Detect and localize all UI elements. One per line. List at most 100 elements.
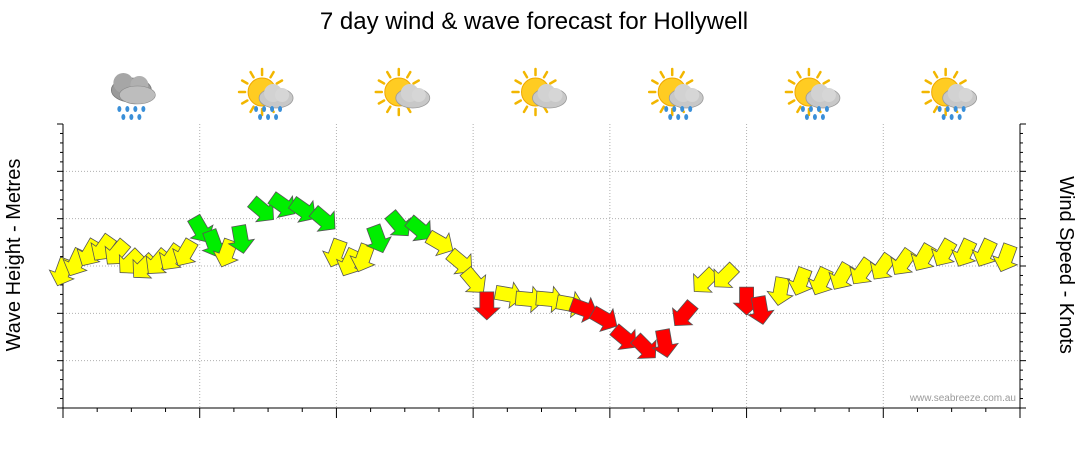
raindrop [141, 106, 146, 112]
sun-ray [514, 99, 523, 105]
sun-ray [240, 79, 249, 85]
sun-ray [959, 79, 967, 85]
wind-arrow [651, 328, 679, 359]
sun-ray [787, 99, 796, 105]
wind-arrow [713, 261, 741, 288]
sun-ray [816, 70, 822, 79]
raindrop [684, 114, 689, 120]
sun-ray [659, 105, 665, 114]
raindrop [262, 106, 267, 112]
raindrop [800, 106, 805, 112]
wind-arrow [459, 265, 487, 293]
wind-arrow [588, 305, 618, 333]
cloud-puff [548, 88, 563, 102]
raindrop [672, 106, 677, 112]
sun-cloud-icon [511, 67, 567, 117]
raindrop [274, 114, 279, 120]
raindrop [278, 106, 283, 112]
raindrop [254, 106, 259, 112]
sun-ray [685, 79, 694, 85]
sun-ray [932, 70, 939, 79]
sun-ray [796, 70, 802, 79]
raindrop [941, 114, 946, 120]
wind-arrow [991, 242, 1019, 273]
raindrop [680, 106, 685, 112]
raindrop [816, 106, 821, 112]
sun-ray [822, 79, 831, 85]
sun-cloud-rain-icon [237, 67, 294, 120]
raindrop [824, 106, 829, 112]
cloud-puff [958, 88, 973, 102]
sun-cloud-rain-icon [921, 67, 978, 120]
wind-arrow [445, 247, 473, 275]
raindrop [804, 114, 809, 120]
sun-cloud-rain-icon [647, 67, 704, 120]
sun-cloud-rain-icon [784, 67, 841, 120]
rain-cloud-icon [110, 73, 156, 120]
raindrop [812, 114, 817, 120]
wind-arrow [671, 299, 699, 327]
wind-arrow [246, 195, 274, 223]
sun-ray [924, 99, 933, 105]
sun-ray [240, 99, 249, 105]
sun-ray [924, 79, 933, 85]
wind-arrow [172, 237, 199, 267]
sun-ray [412, 79, 420, 85]
sun-ray [522, 70, 529, 79]
raindrop [957, 114, 962, 120]
chart-title: 7 day wind & wave forecast for Hollywell [320, 8, 748, 35]
sun-ray [679, 70, 685, 79]
wind-arrows [48, 191, 1019, 359]
wind-arrow [424, 229, 454, 257]
raindrop [133, 106, 138, 112]
sun-ray [249, 70, 255, 79]
sun-ray [932, 105, 939, 114]
sun-ray [651, 79, 659, 85]
wind-arrow [349, 242, 376, 273]
sun-ray [548, 79, 557, 85]
raindrop [117, 106, 122, 112]
sun-ray [275, 79, 284, 85]
raindrop [688, 106, 693, 112]
wind-arrow [104, 237, 132, 265]
wind-arrow [930, 237, 958, 267]
raindrop [121, 114, 126, 120]
raindrop [125, 106, 130, 112]
wind-arrow [308, 205, 336, 232]
credit-text: www.seabreeze.com.au [909, 393, 1016, 404]
raindrop [266, 114, 271, 120]
sun-ray [651, 99, 659, 105]
sun-ray [386, 105, 392, 114]
raindrop [137, 114, 142, 120]
sun-ray [377, 79, 386, 85]
cloud-puff [411, 88, 426, 102]
wind-arrow [747, 295, 775, 325]
sun-ray [377, 99, 386, 105]
wind-arrow [472, 291, 501, 321]
sun-cloud-icon [374, 67, 431, 117]
wind-arrow [404, 214, 432, 242]
cloud-shape [119, 85, 156, 105]
raindrop [808, 106, 813, 112]
cloud-puff [275, 88, 290, 102]
sun-ray [514, 79, 523, 85]
y-axis-right-title: Wind Speed - Knots [1055, 176, 1077, 354]
wind-arrow [227, 224, 256, 254]
raindrop [270, 106, 275, 112]
sun-ray [952, 70, 959, 79]
sun-ray [659, 70, 665, 79]
wind-arrow [971, 237, 998, 267]
sun-ray [796, 105, 802, 114]
weather-icons [110, 67, 978, 120]
raindrop [820, 114, 825, 120]
sun-ray [406, 70, 412, 79]
raindrop [258, 114, 263, 120]
raindrop [129, 114, 134, 120]
sun-ray [249, 105, 255, 114]
raindrop [961, 106, 966, 112]
raindrop [668, 114, 673, 120]
raindrop [953, 106, 958, 112]
sun-ray [386, 70, 392, 79]
raindrop [664, 106, 669, 112]
